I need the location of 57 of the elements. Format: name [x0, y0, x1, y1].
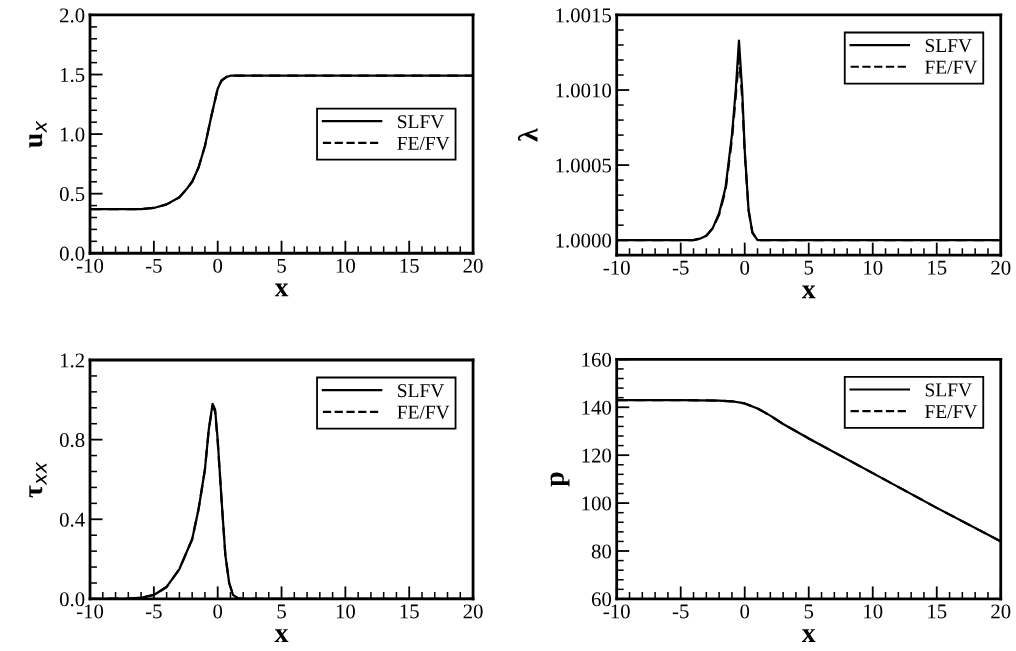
y-tick-label: 160 — [582, 352, 612, 367]
legend-label: FE/FV — [925, 60, 978, 74]
y-tick-label: 1.5 — [60, 68, 85, 83]
x-tick-label: 5 — [277, 604, 286, 619]
y-tick-label: 1.0010 — [556, 83, 612, 98]
y-tick-label: 120 — [582, 448, 612, 463]
x-tick-label: 20 — [991, 260, 1011, 275]
y-tick-label: 140 — [582, 400, 612, 415]
x-tick-label: 0 — [740, 604, 750, 619]
y-tick-label: 1.0000 — [556, 233, 612, 248]
x-tick-label: 10 — [336, 604, 355, 619]
x-tick-label: -5 — [145, 258, 162, 273]
x-tick-label: 20 — [463, 258, 483, 273]
x-tick-label: 20 — [463, 604, 483, 619]
y-axis-title: λ — [517, 128, 538, 142]
x-tick-label: 0 — [213, 258, 223, 273]
x-tick-label: 10 — [864, 604, 883, 619]
y-tick-label: 0.4 — [59, 512, 85, 527]
y-tick-label: 1.0005 — [556, 158, 612, 173]
x-tick-label: 5 — [804, 260, 814, 275]
legend-label: SLFV — [398, 115, 445, 129]
x-tick-label: 15 — [928, 260, 947, 275]
x-tick-label: 15 — [400, 258, 419, 273]
x-tick-label: 10 — [864, 260, 883, 275]
x-tick-label: -5 — [672, 604, 689, 619]
y-axis-title: τ$_{xx}$ — [29, 461, 47, 498]
x-axis-title: x — [274, 283, 289, 297]
y-tick-label: 1.0015 — [556, 8, 612, 23]
y-axis-title: u$_{x}$ — [29, 120, 47, 148]
y-tick-label: 0.5 — [59, 187, 85, 202]
x-tick-label: 5 — [277, 258, 286, 273]
y-axis-title: p — [550, 472, 570, 487]
x-tick-label: -10 — [603, 260, 630, 275]
y-tick-label: 2.0 — [60, 8, 85, 23]
legend-label: SLFV — [925, 383, 972, 397]
x-tick-label: 20 — [991, 604, 1011, 619]
x-tick-label: 10 — [336, 258, 355, 273]
y-tick-label: 0.8 — [59, 433, 85, 448]
legend-label: SLFV — [398, 384, 445, 398]
y-tick-label: 100 — [582, 496, 612, 511]
legend-label: FE/FV — [397, 136, 450, 150]
x-tick-label: 15 — [928, 604, 947, 619]
x-tick-label: 0 — [740, 260, 750, 275]
legend-label: FE/FV — [397, 405, 450, 419]
x-tick-label: -5 — [145, 604, 162, 619]
y-tick-label: 80 — [591, 544, 612, 559]
x-tick-label: 0 — [213, 604, 223, 619]
y-tick-label: 1.0 — [60, 127, 85, 142]
x-axis-title: x — [274, 629, 289, 642]
x-axis-title: x — [801, 285, 816, 299]
x-tick-label: -5 — [672, 260, 689, 275]
y-tick-label: 1.2 — [60, 353, 85, 368]
legend-label: SLFV — [925, 39, 972, 53]
legend-label: FE/FV — [925, 405, 978, 419]
x-tick-label: 5 — [804, 604, 814, 619]
x-tick-label: 15 — [400, 604, 419, 619]
x-axis-title: x — [801, 629, 816, 642]
